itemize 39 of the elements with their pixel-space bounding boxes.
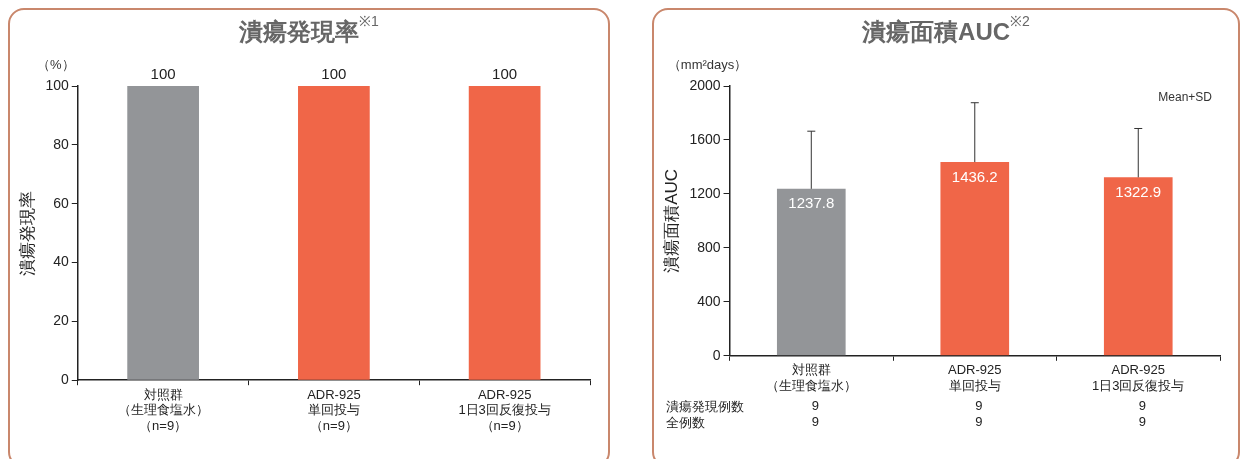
chart-title: 潰瘍発現率$^{※1}$ xyxy=(238,12,380,47)
text: 潰瘍発現例数 xyxy=(666,398,744,416)
data-label: 1237.8 xyxy=(788,194,835,212)
y-tick-label: 1600 xyxy=(689,130,721,147)
y-tick-label: 100 xyxy=(45,76,69,93)
x-tick-label: 対照群（生理食塩水）（n=9） xyxy=(117,386,209,433)
text: 全例数 xyxy=(666,414,705,432)
data-label: 1322.9 xyxy=(1115,182,1162,200)
x-tick-label: ADR-925単回投与（n=9） xyxy=(307,386,361,433)
y-tick-label: 2000 xyxy=(689,76,721,93)
x-tick-label: ADR-925 1日3回反復投与（n=9） xyxy=(458,386,551,433)
y-tick-label: 0 xyxy=(712,346,721,363)
data-label: 100 xyxy=(150,64,176,82)
data-label: 100 xyxy=(321,64,347,82)
text: （%） xyxy=(36,57,75,73)
y-tick-label: 400 xyxy=(697,292,721,309)
text: 9 xyxy=(975,398,983,413)
text: 9 xyxy=(975,414,983,429)
text: 9 xyxy=(811,398,819,413)
text: 9 xyxy=(1138,414,1146,429)
x-tick-label: 対照群（生理食塩水） xyxy=(765,362,857,393)
y-tick-label: 80 xyxy=(53,135,69,152)
y-tick-label: 40 xyxy=(53,253,69,270)
y-tick-label: 800 xyxy=(697,238,721,255)
y-tick-label: 20 xyxy=(53,312,69,329)
x-tick-label: ADR-925単回投与 xyxy=(948,362,1002,393)
y-axis-title: 潰瘍面積AUC xyxy=(661,168,681,273)
x-tick-label: ADR-925 1日3回反復投与 xyxy=(1092,362,1185,393)
y-tick-label: 1200 xyxy=(689,184,721,201)
text: （mm²days） xyxy=(667,57,748,73)
y-tick-label: 0 xyxy=(60,371,69,388)
annotation: Mean+SD xyxy=(1158,90,1213,105)
data-label: 100 xyxy=(492,64,518,82)
y-axis-title: 潰瘍発現率 xyxy=(17,190,37,276)
y-tick-label: 60 xyxy=(53,194,69,211)
data-label: 1436.2 xyxy=(951,167,998,185)
chart-title: 潰瘍面積AUC$^{※2}$ xyxy=(861,12,1031,47)
text: 9 xyxy=(1138,398,1146,413)
text: 9 xyxy=(811,414,819,429)
